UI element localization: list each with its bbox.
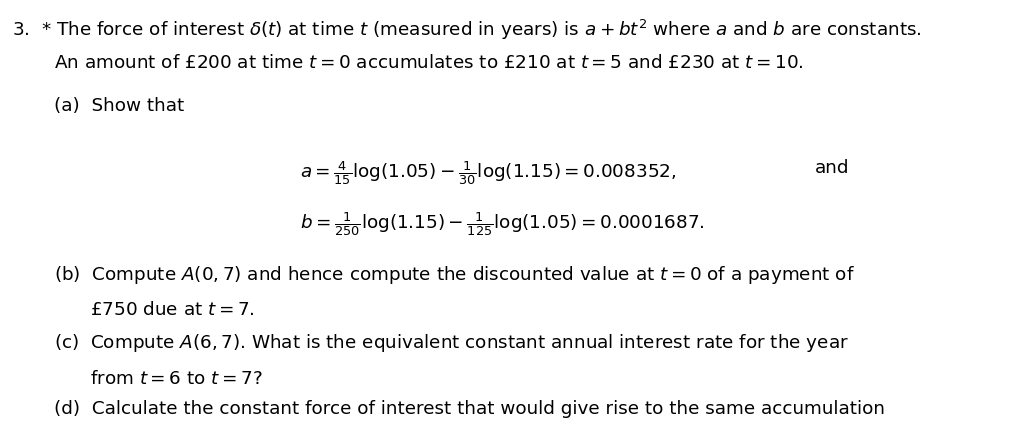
Text: (d)  Calculate the constant force of interest that would give rise to the same a: (d) Calculate the constant force of inte…	[54, 400, 885, 418]
Text: $b = \frac{1}{250}\log(1.15) - \frac{1}{125}\log(1.05) = 0.0001687.$: $b = \frac{1}{250}\log(1.15) - \frac{1}{…	[300, 210, 705, 238]
Text: and: and	[814, 159, 849, 177]
Text: £750 due at $t = 7$.: £750 due at $t = 7$.	[90, 301, 254, 319]
Text: from $t = 6$ to $t = 7$?: from $t = 6$ to $t = 7$?	[90, 370, 262, 388]
Text: (b)  Compute $A(0,7)$ and hence compute the discounted value at $t = 0$ of a pay: (b) Compute $A(0,7)$ and hence compute t…	[54, 264, 855, 286]
Text: $a = \frac{4}{15}\log(1.05) - \frac{1}{30}\log(1.15) = 0.008352,$: $a = \frac{4}{15}\log(1.05) - \frac{1}{3…	[300, 159, 677, 187]
Text: 3.  $*$ The force of interest $\delta(t)$ at time $t$ (measured in years) is $a : 3. $*$ The force of interest $\delta(t)$…	[12, 18, 922, 42]
Text: (a)  Show that: (a) Show that	[54, 97, 184, 115]
Text: An amount of £200 at time $t = 0$ accumulates to £210 at $t = 5$ and £230 at $t : An amount of £200 at time $t = 0$ accumu…	[54, 54, 803, 73]
Text: (c)  Compute $A(6,7)$. What is the equivalent constant annual interest rate for : (c) Compute $A(6,7)$. What is the equiva…	[54, 332, 849, 354]
